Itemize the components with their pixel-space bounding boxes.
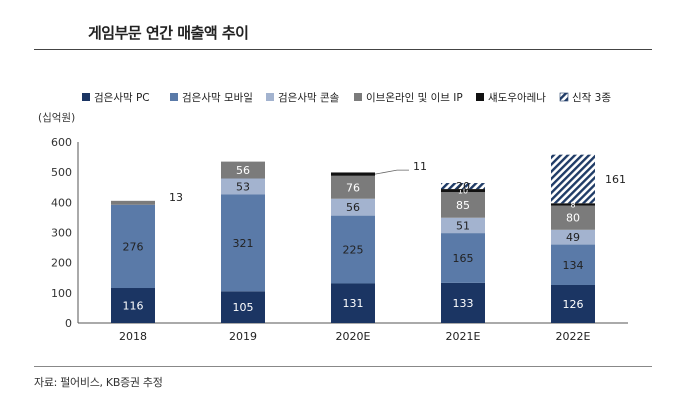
legend-label-4: 이브온라인 및 이브 IP bbox=[366, 92, 463, 104]
bar-segment-2021E-s2 bbox=[441, 233, 485, 283]
data-label: 105 bbox=[233, 301, 254, 314]
data-label: 161 bbox=[605, 173, 626, 186]
bar-segment-2019-s3 bbox=[221, 178, 265, 195]
legend-label-5: 섀도우아레나 bbox=[488, 92, 546, 104]
data-label: 8 bbox=[570, 200, 575, 209]
source-note: 자료: 펄어비스, KB증권 추정 bbox=[34, 376, 163, 389]
x-tick-label: 2020E bbox=[336, 330, 371, 343]
bar-segment-2020E-s5 bbox=[331, 172, 375, 176]
data-label: 85 bbox=[456, 199, 470, 212]
bar-segment-2018-s1 bbox=[111, 288, 155, 323]
bar-segment-2022E-s4 bbox=[551, 205, 595, 230]
data-label: 131 bbox=[343, 297, 364, 310]
data-label: 56 bbox=[236, 164, 250, 177]
bar-segment-2019-s4 bbox=[221, 161, 265, 179]
data-label: 165 bbox=[453, 252, 474, 265]
data-label: 13 bbox=[169, 191, 183, 204]
title-divider bbox=[34, 49, 652, 50]
source-divider bbox=[34, 366, 652, 367]
data-label: 20 bbox=[456, 180, 470, 193]
data-label: 134 bbox=[563, 259, 584, 272]
bar-segment-2020E-s4 bbox=[331, 175, 375, 199]
bar-segment-2022E-s2 bbox=[551, 244, 595, 285]
bar-segment-2021E-s6 bbox=[441, 183, 485, 190]
data-label: 10 bbox=[458, 187, 468, 196]
x-tick-label: 2018 bbox=[119, 330, 147, 343]
data-label: 76 bbox=[346, 181, 360, 194]
y-tick-label: 400 bbox=[51, 196, 72, 209]
bar-segment-2019-s1 bbox=[221, 291, 265, 323]
data-label: 53 bbox=[236, 180, 250, 193]
bar-segment-2022E-s1 bbox=[551, 284, 595, 323]
bar-segment-2021E-s5 bbox=[441, 189, 485, 193]
y-tick-label: 200 bbox=[51, 257, 72, 270]
data-label: 116 bbox=[123, 300, 144, 313]
callout-line bbox=[374, 169, 409, 175]
legend-label-2: 검은사막 모바일 bbox=[182, 91, 253, 104]
y-tick-label: 500 bbox=[51, 166, 72, 179]
y-tick-label: 600 bbox=[51, 136, 72, 149]
bar-segment-2022E-s5 bbox=[551, 203, 595, 206]
data-label: 321 bbox=[233, 237, 254, 250]
bar-segment-2020E-s3 bbox=[331, 198, 375, 216]
y-tick-label: 300 bbox=[51, 227, 72, 240]
bar-segment-2022E-s3 bbox=[551, 229, 595, 245]
legend-swatch-6 bbox=[559, 92, 569, 102]
legend-label-6: 신작 3종 bbox=[572, 92, 611, 104]
bar-segment-2021E-s3 bbox=[441, 217, 485, 234]
bar-segment-2019-s2 bbox=[221, 194, 265, 292]
bar-segment-2021E-s1 bbox=[441, 282, 485, 323]
bar-segment-2018-s4 bbox=[111, 200, 155, 205]
bar-segment-2020E-s2 bbox=[331, 215, 375, 284]
y-tick-label: 100 bbox=[51, 287, 72, 300]
legend-swatch-2 bbox=[170, 93, 178, 101]
data-label: 80 bbox=[566, 212, 580, 225]
data-label: 51 bbox=[456, 219, 470, 232]
chart-title: 게임부문 연간 매출액 추이 bbox=[88, 24, 249, 42]
legend-swatch-1 bbox=[82, 93, 90, 101]
data-label: 49 bbox=[566, 231, 580, 244]
data-label: 126 bbox=[563, 298, 584, 311]
data-label: 225 bbox=[343, 244, 364, 257]
bar-segment-2018-s2 bbox=[111, 204, 155, 289]
x-tick-label: 2019 bbox=[229, 330, 257, 343]
legend-swatch-3 bbox=[266, 93, 274, 101]
data-label: 276 bbox=[123, 240, 144, 253]
legend-label-1: 검은사막 PC bbox=[94, 92, 150, 104]
bar-segment-2020E-s1 bbox=[331, 283, 375, 323]
x-tick-label: 2022E bbox=[556, 330, 591, 343]
y-axis-unit-label: (십억원) bbox=[38, 112, 75, 124]
x-tick-label: 2021E bbox=[446, 330, 481, 343]
bar-segment-2022E-s6 bbox=[551, 154, 595, 204]
y-tick-label: 0 bbox=[65, 317, 72, 330]
legend-label-3: 검은사막 콘솔 bbox=[278, 92, 340, 104]
legend-swatch-4 bbox=[354, 93, 362, 101]
legend-swatch-5 bbox=[476, 93, 484, 101]
data-label: 133 bbox=[453, 297, 474, 310]
data-label: 56 bbox=[346, 201, 360, 214]
bar-segment-2021E-s4 bbox=[441, 192, 485, 218]
data-label: 11 bbox=[413, 160, 427, 173]
